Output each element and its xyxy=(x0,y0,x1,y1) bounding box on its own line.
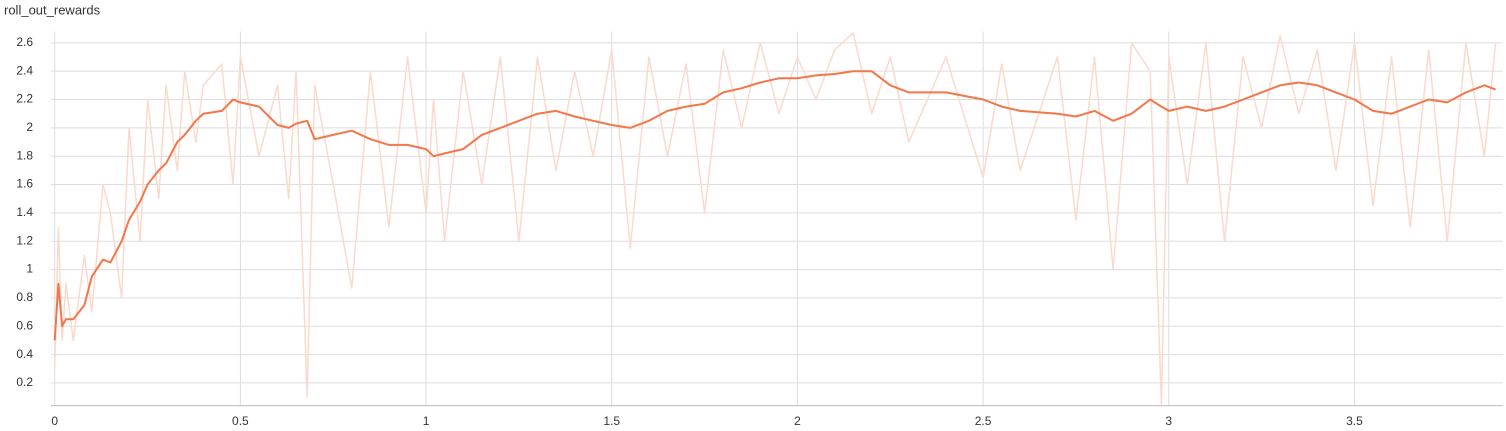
x-tick-label: 0 xyxy=(51,414,58,428)
x-tick-label: 3.5 xyxy=(1346,414,1363,428)
y-tick-label: 2 xyxy=(26,120,33,134)
y-tick-label: 1.6 xyxy=(16,177,33,191)
y-tick-label: 0.4 xyxy=(16,347,33,361)
y-tick-label: 0.8 xyxy=(16,290,33,304)
y-tick-label: 0.2 xyxy=(16,375,33,389)
y-tick-label: 1.8 xyxy=(16,148,33,162)
y-tick-label: 1.2 xyxy=(16,233,33,247)
x-tick-label: 2.5 xyxy=(975,414,992,428)
x-tick-label: 0.5 xyxy=(232,414,249,428)
x-tick-label: 2 xyxy=(794,414,801,428)
series-line xyxy=(53,32,1497,405)
series-line xyxy=(53,70,1496,341)
x-tick-label: 3 xyxy=(1165,414,1172,428)
x-tick-label: 1.5 xyxy=(603,414,620,428)
y-tick-label: 1.4 xyxy=(16,205,33,219)
y-tick-label: 0.6 xyxy=(16,318,33,332)
y-tick-label: 2.2 xyxy=(16,92,33,106)
y-tick-label: 1 xyxy=(26,262,33,276)
y-tick-label: 2.4 xyxy=(16,63,33,77)
chart-title: roll_out_rewards xyxy=(4,2,101,17)
y-tick-label: 2.6 xyxy=(16,35,33,49)
x-tick-label: 1 xyxy=(423,414,430,428)
